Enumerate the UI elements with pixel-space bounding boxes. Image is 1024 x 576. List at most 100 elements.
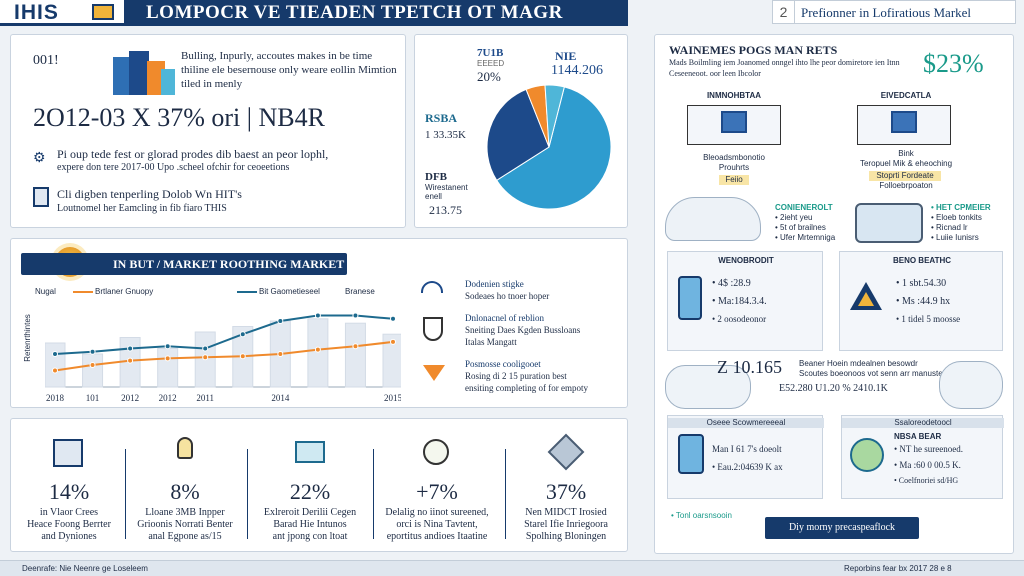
- intro-text: Bulling, Inpurly, accoutes makes in be t…: [181, 50, 397, 90]
- box1-line2: Prouhrts: [718, 163, 750, 172]
- pie-label-c: RSBA: [425, 111, 458, 125]
- page-number: 2: [773, 1, 795, 23]
- box1-line1: Bleoadsmbonotio: [703, 153, 765, 162]
- footer-left: Deenrafe: Nie Neenre ge Loseleem: [22, 564, 148, 573]
- phone-line1: • 4$ :28.9: [712, 278, 751, 289]
- market-panel: IN BUT / MARKET ROOTHING MARKET Nugal Br…: [10, 238, 628, 408]
- series-point: [52, 367, 58, 374]
- divider: [247, 449, 248, 539]
- phone-icon: [678, 276, 702, 320]
- building-icon: [295, 441, 325, 463]
- legend-left: Nugal: [35, 287, 56, 296]
- logo-badge-icon: [92, 4, 114, 20]
- mid-right-line3: • Luiie Iunisrs: [931, 233, 979, 242]
- footer-right: Reporbins fear bx 2017 28 e 8: [844, 564, 952, 573]
- x-tick-label: 2014: [271, 393, 290, 403]
- machine-sketch-right: [939, 361, 1003, 409]
- right-text: Mads Boilmling iem Joanomed onngel ihto …: [669, 58, 900, 78]
- stat-4: +7% Delalig no iinot sureened, orci is N…: [377, 419, 503, 553]
- mid-right-line1: • Eloeb tonkits: [931, 213, 982, 222]
- series-point: [390, 315, 396, 322]
- box1-title: INMNOHBTAA: [706, 91, 762, 100]
- x-tick-label: 101: [86, 393, 100, 403]
- divider: [125, 449, 126, 539]
- item-2-line2: Loutnomel her Eamcling in fib fiaro THIS: [57, 203, 227, 214]
- stat-5-line3: Spolhing Bloningen: [525, 531, 607, 542]
- globe-icon: [850, 438, 884, 472]
- stat-3-value: 22%: [289, 479, 331, 504]
- note-3-text2: ensiting completing of for empoty: [465, 383, 588, 393]
- stat-2-line3: anal Egpone as/15: [148, 531, 222, 542]
- stat-2-value: 8%: [170, 479, 200, 504]
- pie-slice-2: [486, 88, 550, 181]
- series-point: [127, 357, 134, 364]
- stat-5-line1: Nen MIDCT Irosied: [525, 507, 607, 518]
- big-stat: 2O12-03 X 37% ori | NB4R: [33, 103, 325, 132]
- bottom-box-2-line1: • NT he sureenoed.: [894, 444, 963, 454]
- y-axis-label: Retenrthintes: [23, 314, 32, 362]
- mid-left-title: CONIENEROLT: [775, 203, 833, 212]
- bottom-box-2-label: Ssaloreodetoocl: [842, 418, 1004, 428]
- register-icon: [678, 434, 704, 474]
- mid-right-title: • HET CPMEIER: [931, 203, 991, 212]
- phone-card-title: WENOBRODIT: [718, 256, 774, 265]
- screen-icon: [891, 111, 917, 133]
- pie-panel: 7U1B EEEED 20% NIE 1144.206 RSBA 1 33.35…: [414, 34, 628, 228]
- series-point: [239, 331, 246, 338]
- phone-line2: • Ma:184.3.4.: [712, 296, 767, 307]
- logo-text: IHIS: [14, 1, 59, 24]
- pie-label-a-sub: EEEED: [477, 59, 505, 68]
- chart-bar: [45, 342, 66, 388]
- chart-bar: [157, 348, 179, 388]
- header-right-box: 2 Prefionner in Lofiratious Markel: [772, 0, 1016, 24]
- bulb-icon: [177, 437, 193, 459]
- series-point: [277, 318, 284, 324]
- stat-4-line2: orci is Nina Tavtent,: [396, 519, 478, 530]
- series-line-1: [54, 314, 394, 355]
- camera-icon: [855, 203, 923, 243]
- bottom-box-2: Ssaloreodetoocl NBSA BEAR • NT he sureen…: [841, 415, 1004, 499]
- header-logo: IHIS: [0, 0, 124, 26]
- divider: [373, 449, 374, 539]
- item-2-line1: Cli digben tenperling Dolob Wn HIT's: [57, 187, 242, 201]
- mid-left-line2: • 5t of brailnes: [775, 223, 826, 232]
- box2-line2: Teropuel Mik & eheoching: [859, 159, 953, 168]
- chain-icon: ⚙: [33, 149, 46, 165]
- stat-1-value: 14%: [48, 479, 90, 504]
- note-3-title: Posmosse cooligooet: [465, 359, 541, 369]
- top-left-panel: 001! Bulling, Inpurly, accoutes makes in…: [10, 34, 406, 228]
- chart-bar: [382, 333, 401, 388]
- legend-blue-swatch: [237, 291, 257, 293]
- chart-bar: [82, 353, 104, 388]
- series-point: [277, 351, 284, 357]
- cta-button[interactable]: Diy morny precaspeaflock: [765, 517, 919, 539]
- series-point: [89, 348, 96, 355]
- right-panel: WAINEMES POGS MAN RETS Mads Boilmling ie…: [654, 34, 1014, 554]
- note-1-text: Sodeaes ho tnoer hoper: [465, 291, 550, 301]
- stat-2-line1: Lloane 3MB Inpper: [145, 507, 225, 518]
- pie-label-a: 7U1B: [477, 47, 504, 59]
- stat-3: 22% Exlreroit Derilii Cegen Barad Hie In…: [255, 419, 371, 553]
- chart-bar: [307, 318, 329, 388]
- stat-5-line2: Starel Ifie Inriegoora: [524, 519, 608, 530]
- note-2-text: Sneiting Daes Kgden Bussloans: [465, 325, 581, 335]
- box2: EIVEDCATLA Bink Teropuel Mik & eheoching…: [845, 91, 967, 190]
- arrow-down-icon: [423, 365, 445, 381]
- bottom-box-1-line1: Man I 61 7's doeolt: [712, 444, 782, 454]
- pie-label-d: DFB: [425, 171, 447, 183]
- machine-sketch-left: [665, 365, 751, 409]
- gem-icon: [547, 433, 585, 471]
- right-percent: $23%: [923, 49, 984, 78]
- stat-1-line3: and Dyniones: [41, 531, 97, 542]
- bottom-box-1-label: Oseee Scowmereeeal: [668, 418, 824, 428]
- series-point: [127, 345, 134, 352]
- note-2-text2: Italas Mangatt: [465, 337, 517, 347]
- series-point: [89, 362, 96, 368]
- right-title: WAINEMES POGS MAN RETS: [669, 43, 838, 57]
- pie-label-b-value: 1144.206: [551, 63, 603, 78]
- box2-title: EIVEDCATLA: [880, 91, 932, 100]
- pie-slice-4: [544, 84, 565, 148]
- newspaper-icon: [53, 439, 83, 467]
- clock-icon: [423, 439, 449, 465]
- x-tick-label: 2015: [384, 393, 401, 403]
